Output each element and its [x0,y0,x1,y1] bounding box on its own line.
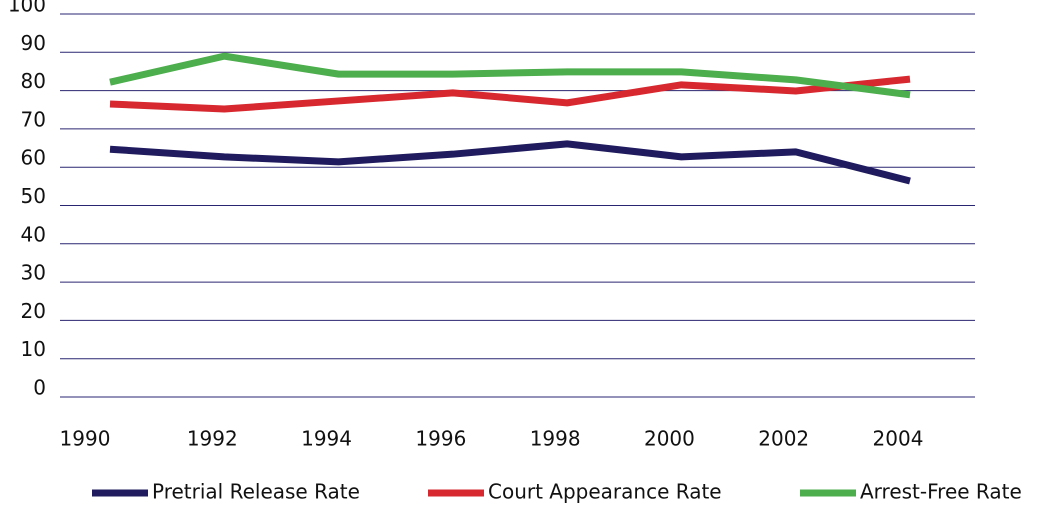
y-tick-label: 80 [21,69,46,93]
y-tick-label: 60 [21,146,46,170]
y-tick-label: 0 [33,376,46,400]
legend-label: Pretrial Release Rate [152,480,360,504]
y-tick-label: 40 [21,222,46,246]
x-tick-label: 2002 [758,427,809,451]
y-tick-label: 100 [8,0,46,17]
x-tick-label: 2000 [644,427,695,451]
x-tick-label: 1992 [187,427,238,451]
y-tick-label: 90 [21,31,46,55]
y-tick-label: 10 [21,337,46,361]
y-tick-label: 70 [21,107,46,131]
legend-label: Court Appearance Rate [488,480,722,504]
x-tick-label: 2004 [873,427,924,451]
series-line [109,75,911,113]
x-tick-label: 1994 [301,427,352,451]
x-tick-label: 1996 [415,427,466,451]
y-tick-label: 50 [21,184,46,208]
series-line [109,140,911,185]
series-line [109,52,911,99]
x-tick-label: 1998 [530,427,581,451]
x-tick-label: 1990 [60,427,111,451]
y-tick-label: 30 [21,261,46,285]
legend-label: Arrest-Free Rate [860,480,1022,504]
y-tick-label: 20 [21,299,46,323]
